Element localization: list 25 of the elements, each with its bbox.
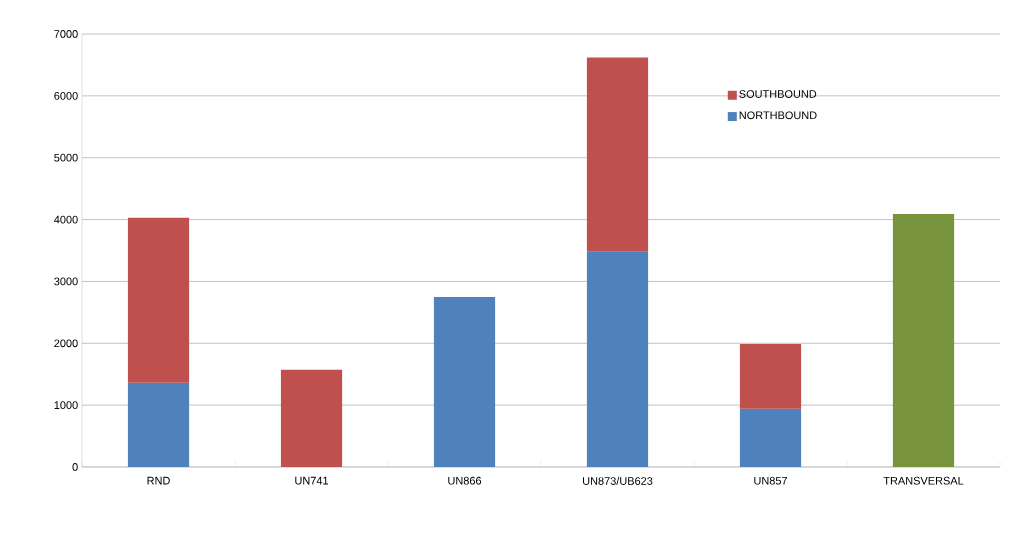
bar xyxy=(739,343,802,409)
x-tick-label: UN857 xyxy=(754,476,788,485)
y-tick-label: 6000 xyxy=(54,91,78,100)
x-tick-label: TRANSVERSAL xyxy=(883,476,964,485)
bar xyxy=(127,217,190,383)
y-tick-label: 7000 xyxy=(54,30,78,38)
y-tick-label: 2000 xyxy=(54,339,78,348)
bar xyxy=(739,408,802,467)
bar xyxy=(892,213,955,467)
bar xyxy=(280,369,343,467)
y-tick-label: 1000 xyxy=(54,401,78,410)
y-tick-label: 4000 xyxy=(54,215,78,224)
y-tick-label: 5000 xyxy=(54,153,78,162)
y-tick-label: 3000 xyxy=(54,277,78,286)
bar xyxy=(127,382,190,467)
x-tick-label: UN741 xyxy=(295,476,329,485)
y-tick-label: 0 xyxy=(72,463,78,471)
bar xyxy=(433,296,496,467)
bar xyxy=(586,57,649,252)
legend-label: SOUTHBOUND xyxy=(739,90,817,98)
x-tick-label: UN866 xyxy=(448,476,482,485)
legend-label: NORTHBOUND xyxy=(739,111,817,120)
x-tick-label: UN873/UB623 xyxy=(583,476,653,485)
bar xyxy=(586,251,649,467)
x-tick-label: RND xyxy=(147,476,170,485)
